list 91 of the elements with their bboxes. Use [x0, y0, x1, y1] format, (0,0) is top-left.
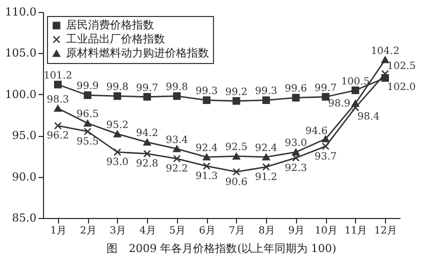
data-label: 96.2 — [46, 130, 70, 142]
point — [202, 96, 210, 104]
point — [232, 152, 240, 160]
data-label: 92.8 — [136, 158, 158, 170]
x-tick-label: 9月 — [288, 226, 305, 236]
data-label: 92.4 — [195, 143, 218, 154]
data-label: 102.5 — [387, 60, 416, 72]
point — [54, 80, 62, 88]
point — [143, 138, 151, 146]
data-label: 96.5 — [76, 109, 99, 120]
point — [292, 94, 300, 102]
x-tick-label: 4月 — [139, 226, 156, 236]
data-label: 92.5 — [225, 142, 248, 154]
data-label: 99.3 — [195, 86, 218, 98]
point — [114, 148, 122, 156]
x-tick-label: 8月 — [258, 226, 275, 236]
data-label: 99.8 — [106, 82, 129, 94]
point — [262, 163, 270, 171]
point — [54, 105, 62, 112]
y-tick-label: 105.0 — [5, 46, 36, 60]
data-label: 101.2 — [44, 70, 72, 82]
point — [173, 145, 181, 152]
y-tick-label: 100.0 — [5, 88, 36, 101]
data-label: 99.8 — [166, 82, 188, 94]
x-tick-label: 12月 — [374, 226, 397, 236]
point — [84, 120, 92, 127]
point — [143, 150, 151, 158]
point — [262, 96, 270, 104]
point — [143, 93, 151, 101]
point — [352, 100, 360, 107]
x-tick-label: 7月 — [228, 226, 246, 236]
point — [232, 168, 240, 176]
point — [173, 154, 181, 162]
point — [54, 122, 62, 130]
point — [202, 154, 210, 160]
point — [114, 130, 122, 138]
point — [352, 104, 360, 112]
text: 图 2009 年各月价格指数(以上年同期为 100) — [106, 242, 336, 255]
data-label: 99.9 — [76, 81, 99, 92]
x-tick-label: 3月 — [110, 226, 126, 236]
y-tick-label: 110.0 — [5, 6, 36, 18]
data-label: 99.7 — [136, 82, 158, 94]
legend-label: 居民消费价格指数 — [66, 18, 154, 32]
point — [232, 97, 240, 105]
data-label: 91.2 — [254, 172, 278, 183]
data-label: 92.2 — [166, 164, 188, 175]
data-label: 93.0 — [106, 157, 129, 168]
x-tick-label: 1月 — [50, 226, 67, 236]
point — [114, 92, 122, 100]
point — [173, 92, 181, 100]
data-label: 91.3 — [195, 171, 218, 182]
y-tick-label: 90.0 — [12, 170, 36, 184]
data-label: 98.9 — [328, 98, 350, 110]
point — [262, 154, 270, 160]
point — [84, 91, 92, 100]
data-label: 93.0 — [284, 138, 308, 150]
y-tick-label: 95.0 — [12, 129, 36, 142]
point — [322, 136, 330, 142]
point — [352, 86, 360, 94]
data-label: 104.2 — [370, 46, 400, 57]
data-label: 93.7 — [314, 151, 337, 162]
point — [322, 142, 330, 150]
x-tick-label: 10月 — [314, 226, 338, 236]
data-label: 92.3 — [284, 162, 308, 174]
data-label: 99.3 — [254, 86, 278, 98]
point — [322, 93, 330, 101]
data-label: 102.0 — [387, 82, 416, 93]
data-label: 98.3 — [46, 94, 70, 106]
data-label: 99.7 — [314, 82, 337, 94]
y-tick-label: 85.0 — [12, 212, 36, 224]
x-tick-label: 6月 — [198, 226, 216, 236]
legend-label: 原材料燃料动力购进价格指数 — [66, 46, 209, 60]
point — [202, 162, 210, 170]
data-label: 90.6 — [225, 176, 248, 188]
legend-label: 工业品出厂价格指数 — [66, 32, 165, 46]
data-label: 94.2 — [136, 128, 158, 140]
x-tick-label: 2月 — [80, 226, 96, 236]
data-label: 98.4 — [357, 112, 380, 123]
x-tick-label: 5月 — [169, 226, 186, 236]
data-label: 93.4 — [166, 134, 188, 146]
data-label: 92.4 — [254, 143, 278, 154]
point — [84, 128, 92, 136]
data-label: 99.2 — [225, 86, 248, 98]
point — [381, 56, 389, 64]
data-label: 94.6 — [305, 126, 328, 137]
point — [292, 148, 300, 156]
data-label: 99.6 — [284, 84, 308, 95]
x-tick-label: 11月 — [344, 226, 368, 236]
data-label: 100.5 — [341, 76, 370, 88]
data-label: 95.2 — [106, 120, 129, 131]
data-label: 95.5 — [76, 136, 99, 148]
